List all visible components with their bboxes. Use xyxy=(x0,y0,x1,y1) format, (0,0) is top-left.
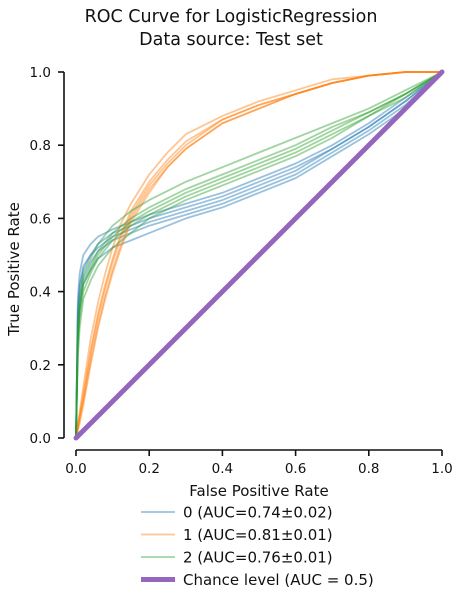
roc-curve-class2-fold4 xyxy=(75,71,443,439)
roc-curve-class1-fold4 xyxy=(75,71,443,439)
y-ticks: 0.0 0.2 0.4 0.6 0.8 1.0 xyxy=(30,65,64,447)
x-tick-label: 0.2 xyxy=(138,461,159,477)
roc-curve-class1-fold0 xyxy=(75,71,443,439)
legend-label: 1 (AUC=0.81±0.01) xyxy=(183,526,333,544)
x-tick-label: 0.4 xyxy=(212,461,233,477)
chart-title: ROC Curve for LogisticRegression xyxy=(85,7,378,27)
y-tick-label: 0.2 xyxy=(30,358,51,374)
legend-label: Chance level (AUC = 0.5) xyxy=(183,571,374,589)
x-axis-label: False Positive Rate xyxy=(189,482,328,500)
roc-curve-class2-fold3 xyxy=(75,71,443,439)
roc-curve-class2-fold0 xyxy=(75,71,443,439)
y-tick-label: 0.0 xyxy=(30,431,51,447)
roc-curve-class1-fold2 xyxy=(75,71,443,439)
y-tick-label: 0.4 xyxy=(30,285,51,301)
y-axis-label: True Positive Rate xyxy=(5,202,23,337)
roc-curve-class1-fold1 xyxy=(75,71,443,439)
y-tick-label: 1.0 xyxy=(30,65,51,81)
legend: 0 (AUC=0.74±0.02) 1 (AUC=0.81±0.01) 2 (AUC… xyxy=(141,504,374,589)
x-tick-label: 1.0 xyxy=(431,461,452,477)
y-tick-label: 0.8 xyxy=(30,138,51,154)
roc-curve-class2-fold2 xyxy=(75,71,443,439)
roc-curve-class0-fold4 xyxy=(75,71,443,439)
y-tick-label: 0.6 xyxy=(30,211,51,227)
roc-curve-class2-fold1 xyxy=(75,71,443,439)
roc-curve-class0-fold0 xyxy=(75,71,443,439)
x-ticks: 0.0 0.2 0.4 0.6 0.8 1.0 xyxy=(65,450,453,477)
x-tick-label: 0.8 xyxy=(358,461,379,477)
roc-curve-class0-fold1 xyxy=(75,71,443,439)
chart-subtitle: Data source: Test set xyxy=(139,30,323,50)
chance-line xyxy=(73,69,445,441)
x-tick-label: 0.0 xyxy=(65,461,86,477)
roc-curve-class0-fold2 xyxy=(75,71,443,439)
legend-label: 0 (AUC=0.74±0.02) xyxy=(183,504,333,522)
roc-curve-class0-fold3 xyxy=(75,71,443,439)
curves-layer xyxy=(73,69,445,441)
x-tick-label: 0.6 xyxy=(285,461,306,477)
legend-label: 2 (AUC=0.76±0.01) xyxy=(183,549,333,567)
roc-curve-class1-fold3 xyxy=(75,71,443,439)
